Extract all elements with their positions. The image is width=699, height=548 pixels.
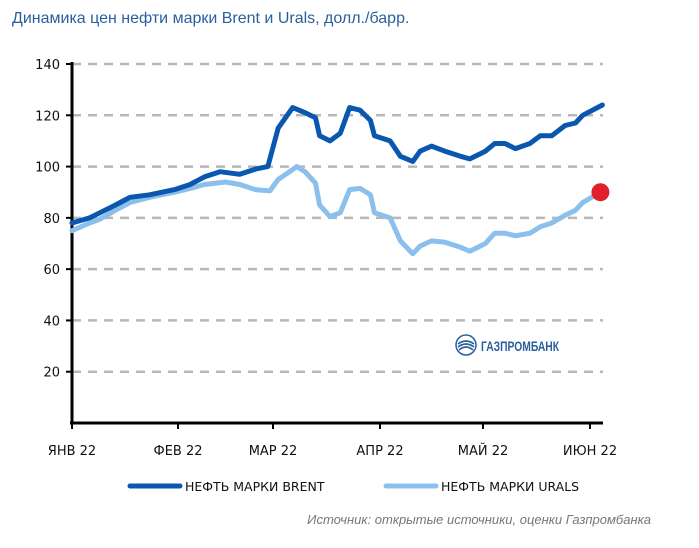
last-value-marker: [591, 183, 610, 202]
legend-label: НЕФТЬ МАРКИ URALS: [441, 479, 579, 494]
legend-label: НЕФТЬ МАРКИ BRENT: [185, 479, 325, 494]
x-tick-label: АПР 22: [356, 444, 403, 459]
source-note: Источник: открытые источники, оценки Газ…: [307, 512, 651, 527]
y-tick-label: 40: [43, 314, 60, 329]
x-tick-label: МАР 22: [249, 444, 298, 459]
y-tick-label: 80: [43, 212, 60, 227]
x-tick-label: МАЙ 22: [458, 443, 509, 459]
gazprombank-logo-icon: [455, 334, 477, 356]
gazprombank-logo: ГАЗПРОМБАНК: [455, 334, 559, 356]
y-tick-label: 60: [43, 263, 60, 278]
y-tick-label: 120: [35, 109, 60, 124]
x-tick-label: ИЮН 22: [563, 444, 617, 459]
gazprombank-logo-text: ГАЗПРОМБАНК: [481, 338, 559, 354]
series-line-brent: [69, 102, 605, 226]
chart-title: Динамика цен нефти марки Brent и Urals, …: [12, 10, 410, 27]
y-tick-label: 140: [35, 58, 60, 73]
series-line-urals: [69, 164, 603, 257]
y-tick-label: 100: [35, 161, 60, 176]
x-tick-label: ФЕВ 22: [154, 444, 203, 459]
y-tick-label: 20: [43, 366, 60, 381]
x-tick-label: ЯНВ 22: [48, 444, 96, 459]
